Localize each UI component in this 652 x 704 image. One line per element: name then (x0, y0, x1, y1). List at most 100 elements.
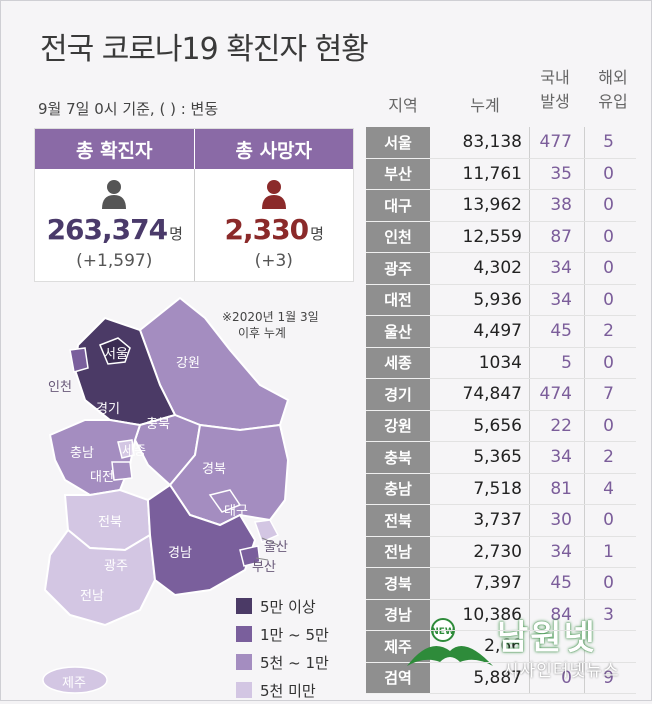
overseas-cell: 0 (603, 289, 614, 310)
region-cell: 전북 (366, 505, 430, 537)
domestic-cell: 0 (561, 667, 572, 688)
overseas-cell: 7 (603, 384, 614, 404)
cumulative-cell: 5,365 (473, 447, 522, 467)
legend-label: 1만 ~ 5만 (260, 625, 329, 644)
map-label-jeonnam: 전남 (80, 589, 104, 604)
region-cell: 충남 (366, 473, 430, 505)
row-separator (430, 567, 636, 568)
map-ulsan (253, 519, 280, 544)
deaths-panel: 2,330 명 (+3) (195, 169, 354, 281)
map-label-gwangju: 광주 (104, 559, 128, 574)
header-domestic-2: 발생 (540, 92, 570, 111)
legend-swatch (236, 682, 252, 698)
region-cell: 세종 (366, 347, 430, 379)
domestic-cell: 45 (550, 573, 572, 593)
table-row: 대전 5,936 34 0 (366, 284, 636, 316)
table-row: 인천 12,559 87 0 (366, 221, 636, 253)
cumulative-cell: 74,847 (462, 384, 522, 404)
row-separator (430, 598, 636, 600)
region-cell: 부산 (366, 158, 430, 190)
overseas-cell: 0 (603, 352, 614, 373)
region-cell: 서울 (366, 127, 430, 159)
summary-body: 263,374 명 (+1,597) 2,330 명 (+3) (35, 169, 353, 281)
region-cell: 전남 (366, 536, 430, 568)
map-label-gangwon: 강원 (176, 356, 200, 371)
map-sejong (117, 439, 135, 459)
region-cell: 광주 (366, 253, 430, 285)
table-row: 경북 7,397 45 0 (366, 568, 636, 600)
cumulative-cell: 4,497 (473, 321, 522, 341)
cumulative-cell: 83,138 (462, 132, 522, 152)
row-separator (430, 504, 636, 505)
map-jeju (42, 666, 108, 694)
table-row: 서울 83,138 477 5 (366, 127, 636, 159)
summary-box: 총 확진자 총 사망자 263,374 명 (+1,597) 2,330 명 (+3… (34, 128, 354, 282)
subtitle: 9월 7일 0시 기준, ( ) : 변동 (38, 100, 219, 118)
region-cell: 충북 (366, 442, 430, 474)
legend-item: 5천 미만 (236, 676, 329, 704)
header-overseas: 해외 유입 (588, 66, 638, 114)
namwon-logo-icon: NEW (407, 618, 493, 666)
overseas-cell: 9 (603, 667, 614, 688)
domestic-cell: 34 (550, 258, 572, 278)
legend-item: 5천 ~ 1만 (236, 648, 329, 676)
row-separator (430, 315, 636, 316)
domestic-cell: 22 (550, 415, 572, 436)
note-line-2: 이후 누계 (238, 326, 286, 340)
row-separator (430, 472, 636, 474)
row-separator (430, 693, 636, 694)
domestic-cell: 34 (550, 541, 572, 562)
legend-swatch (236, 598, 252, 614)
page-title: 전국 코로나19 확진자 현황 (40, 32, 369, 67)
cumulative-cell: 12,559 (462, 226, 522, 247)
overseas-cell: 2 (603, 321, 614, 341)
confirmed-panel: 263,374 명 (+1,597) (35, 169, 195, 281)
cumulative-cell: 2,66 (484, 636, 522, 656)
domestic-cell: 81 (550, 478, 572, 499)
row-separator (430, 378, 636, 379)
row-separator (430, 157, 636, 159)
map-label-daejeon: 대전 (90, 470, 114, 485)
row-separator (430, 283, 636, 285)
map-label-gyeonggi: 경기 (96, 402, 120, 417)
region-cell: 강원 (366, 410, 430, 442)
map-label-daegu: 대구 (224, 504, 248, 519)
row-separator (430, 189, 636, 190)
map-daegu (208, 489, 242, 513)
map-label-busan: 부산 (252, 560, 276, 575)
legend: 5만 이상 1만 ~ 5만 5천 ~ 1만 5천 미만 (236, 592, 329, 704)
legend-label: 5만 이상 (260, 597, 316, 616)
map-label-incheon: 인천 (48, 380, 72, 395)
overseas-cell: 2 (603, 447, 614, 467)
map-label-ulsan: 울산 (264, 540, 288, 555)
cumulative-note: ※2020년 1월 3일 이후 누계 (222, 309, 319, 341)
table-row: 부산 11,761 35 0 (366, 158, 636, 190)
legend-swatch (236, 626, 252, 642)
overseas-cell: 0 (603, 163, 614, 184)
confirmed-label: 총 확진자 (35, 129, 195, 169)
row-separator (430, 252, 636, 253)
confirmed-change: (+1,597) (76, 251, 153, 271)
table-row: 광주 4,302 34 0 (366, 253, 636, 285)
overseas-cell: 0 (603, 258, 614, 278)
table-row: 세종 1034 5 0 (366, 347, 636, 379)
deaths-total: 2,330 명 (195, 213, 354, 246)
region-cell: 인천 (366, 221, 430, 253)
deaths-label: 총 사망자 (235, 139, 313, 162)
domestic-cell: 35 (550, 163, 572, 184)
region-cell: 검역 (366, 662, 430, 694)
korea-map (42, 296, 290, 694)
cumulative-cell: 2,730 (473, 541, 522, 562)
cumulative-cell: 7,397 (473, 573, 522, 593)
table-row: 대구 13,962 38 0 (366, 190, 636, 222)
watermark-name: 남원넷 (497, 618, 597, 658)
deaths-change: (+3) (254, 251, 293, 271)
map-label-jeonbuk: 전북 (98, 515, 122, 530)
map-gyeongbuk (168, 423, 290, 527)
overseas-cell: 4 (603, 478, 614, 499)
table-row: 경기 74,847 474 7 (366, 379, 636, 411)
deaths-unit: 명 (310, 225, 324, 243)
domestic-cell: 30 (550, 510, 572, 530)
row-separator (430, 409, 636, 411)
map-label-chungnam: 충남 (70, 446, 94, 461)
